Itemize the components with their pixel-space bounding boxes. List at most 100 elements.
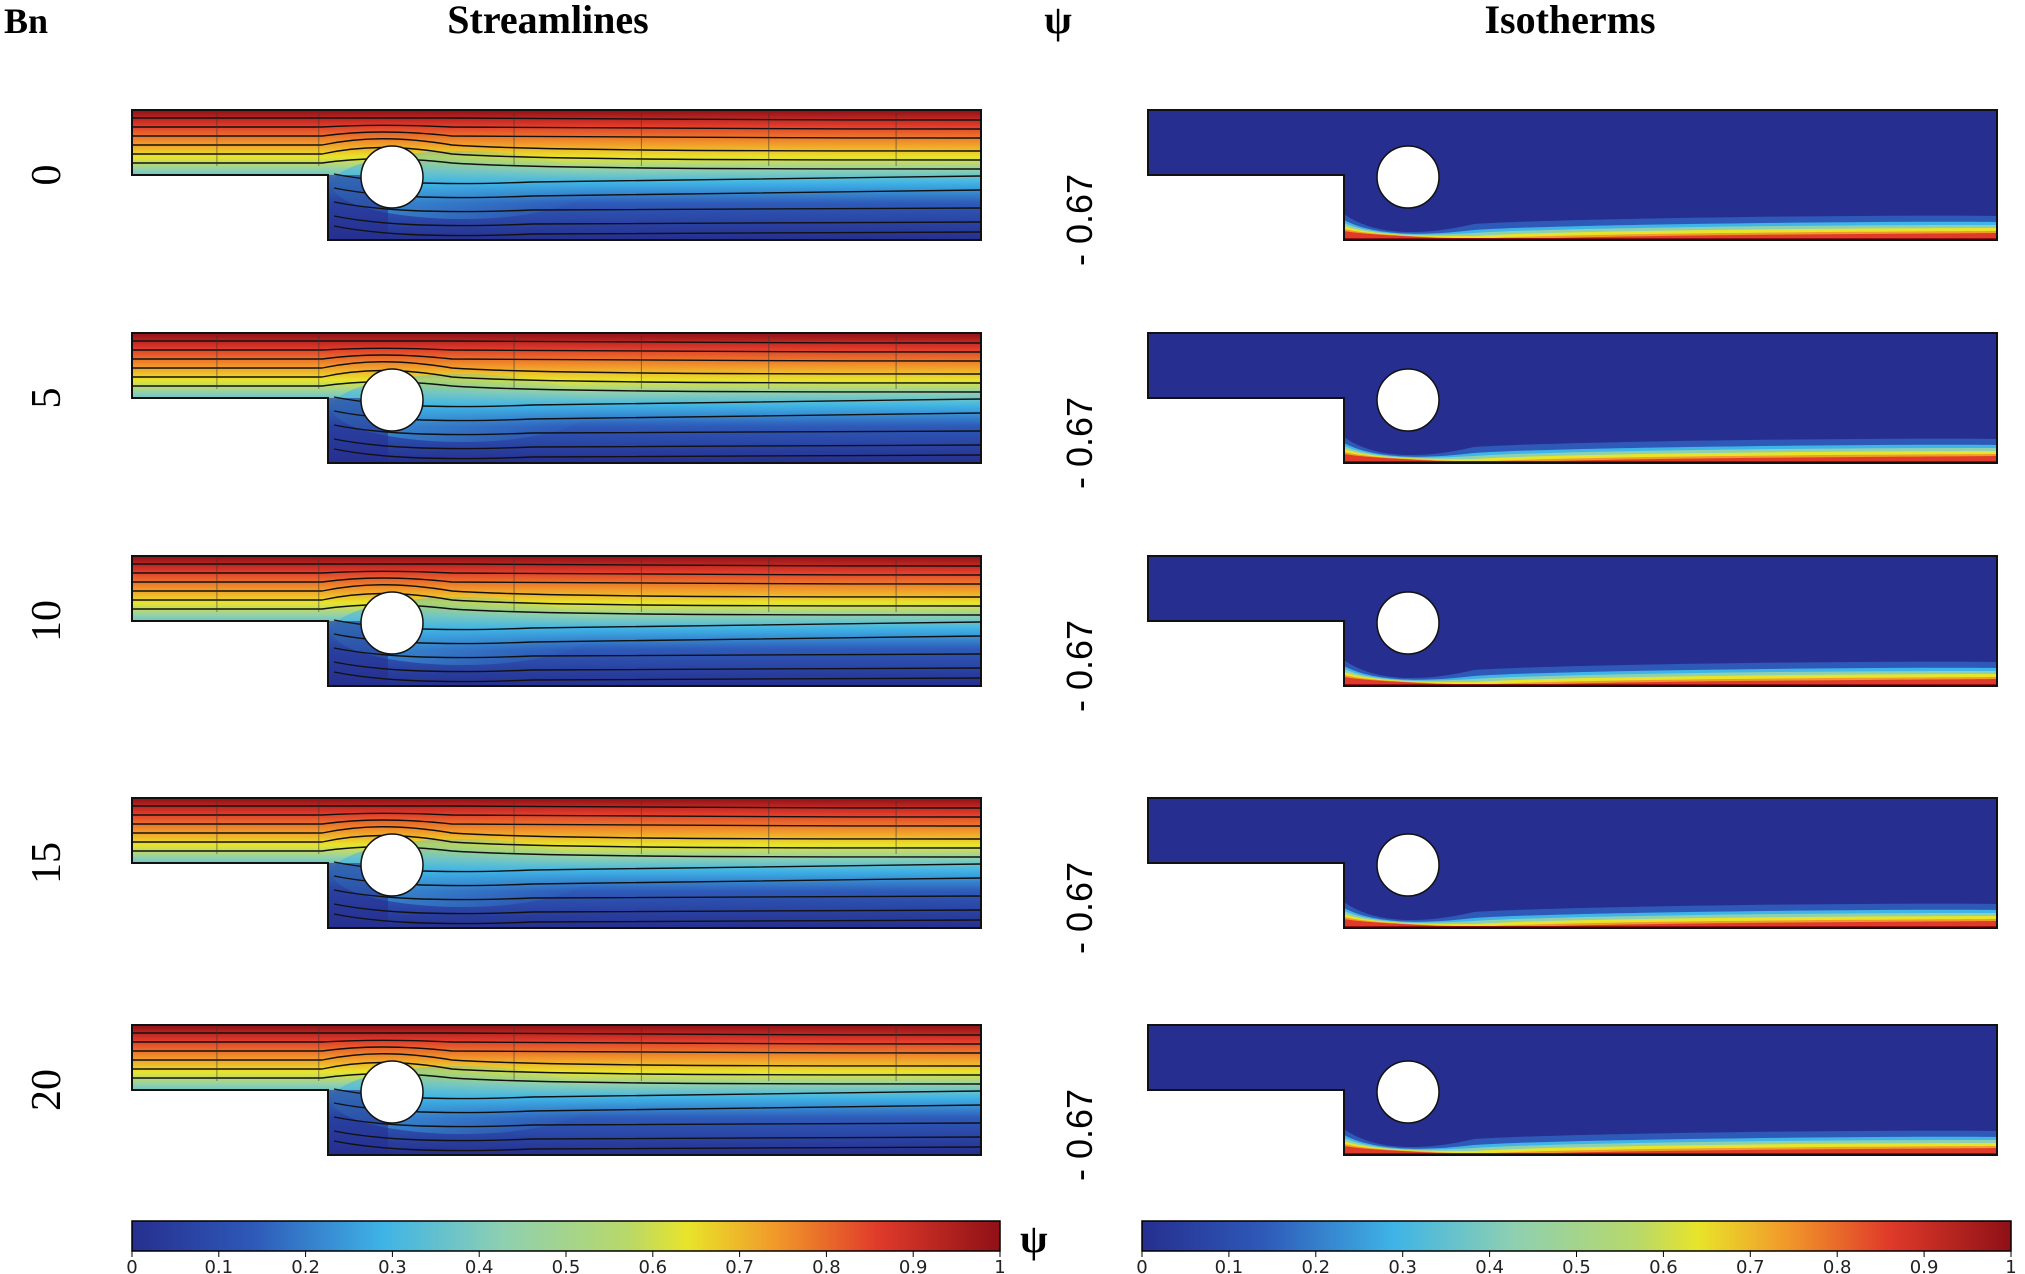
isotherm-panel bbox=[1147, 797, 1998, 929]
streamline-panel bbox=[131, 1024, 982, 1156]
streamline bbox=[132, 570, 981, 576]
cylinder bbox=[1376, 1060, 1440, 1124]
colorbar-tick-label: 0.2 bbox=[291, 1257, 320, 1274]
streamline bbox=[132, 117, 981, 121]
bn-label: 20 bbox=[24, 1069, 70, 1111]
colorbar-tick-label: 0.1 bbox=[204, 1257, 233, 1274]
colorbar-tick-label: 0.6 bbox=[638, 1257, 667, 1274]
streamlines-colorbar-gradient bbox=[131, 1220, 1001, 1252]
isotherms-colorbar: 0 0.1 0.2 0.3 0.4 0.5 0.6 0.7 0.8 0.9 1 bbox=[1136, 1220, 2017, 1274]
streamline bbox=[132, 563, 981, 567]
streamline bbox=[132, 124, 981, 130]
colorbar-tick-label: 1 bbox=[994, 1257, 1005, 1274]
bn-header: Bn bbox=[4, 1, 48, 41]
cylinder bbox=[360, 368, 424, 432]
colorbar-tick-label: 0.7 bbox=[725, 1257, 754, 1274]
streamline bbox=[333, 215, 981, 227]
channel-outline bbox=[1147, 797, 1998, 929]
streamline bbox=[333, 633, 981, 645]
streamline bbox=[132, 1061, 981, 1076]
cylinder bbox=[1376, 591, 1440, 655]
streamline bbox=[132, 1039, 981, 1045]
streamline bbox=[132, 592, 981, 607]
colorbar-tick-label: 0.3 bbox=[378, 1257, 407, 1274]
streamline bbox=[132, 361, 981, 375]
streamline-panel bbox=[131, 797, 982, 929]
isotherm-panel bbox=[1147, 332, 1998, 464]
row-bn-20: 20 - 0.67 bbox=[24, 1024, 1998, 1181]
psi-header: ψ bbox=[1044, 0, 1072, 42]
streamline bbox=[132, 1032, 981, 1036]
colorbar-tick-label: 0.1 bbox=[1215, 1257, 1244, 1274]
colorbar-tick-label: 0 bbox=[126, 1257, 137, 1274]
streamlines-header: Streamlines bbox=[447, 0, 648, 42]
colorbar-tick-label: 0.9 bbox=[1910, 1257, 1939, 1274]
bn-label: 0 bbox=[24, 165, 70, 186]
streamline bbox=[132, 812, 981, 818]
row-bn-15: 15 - 0.67 bbox=[24, 797, 1998, 954]
colorbar-tick-label: 0.3 bbox=[1388, 1257, 1417, 1274]
colorbar-tick-label: 0.5 bbox=[1562, 1257, 1591, 1274]
cylinder bbox=[1376, 145, 1440, 209]
streamline bbox=[132, 577, 981, 585]
channel-outline bbox=[1147, 332, 1998, 464]
channel-outline bbox=[131, 109, 982, 241]
streamline bbox=[132, 1046, 981, 1054]
colorbar-tick-label: 0.4 bbox=[1475, 1257, 1504, 1274]
cylinder bbox=[360, 833, 424, 897]
streamline bbox=[333, 187, 981, 199]
channel-outline bbox=[131, 332, 982, 464]
streamline-panel bbox=[131, 332, 982, 464]
streamline bbox=[132, 340, 981, 344]
row-bn-0: 0 - 0.67 bbox=[24, 109, 1998, 266]
streamline bbox=[132, 138, 981, 152]
streamline bbox=[333, 913, 981, 925]
row-bn-10: 10 - 0.67 bbox=[24, 555, 1998, 712]
psi-value: - 0.67 bbox=[1059, 1089, 1100, 1181]
colorbar-tick-label: 0.6 bbox=[1649, 1257, 1678, 1274]
streamline bbox=[333, 410, 981, 422]
colorbar-tick-label: 0.8 bbox=[812, 1257, 841, 1274]
bn-label: 15 bbox=[24, 842, 70, 884]
streamline bbox=[333, 875, 981, 887]
streamline bbox=[132, 826, 981, 840]
colorbar-tick-label: 0.8 bbox=[1823, 1257, 1852, 1274]
psi-value: - 0.67 bbox=[1059, 620, 1100, 712]
streamline bbox=[333, 438, 981, 450]
streamline bbox=[333, 1116, 981, 1128]
channel-outline bbox=[131, 555, 982, 687]
streamline bbox=[132, 805, 981, 809]
cylinder bbox=[360, 1060, 424, 1124]
psi-value: - 0.67 bbox=[1059, 862, 1100, 954]
streamline bbox=[333, 661, 981, 673]
streamline bbox=[333, 1140, 981, 1152]
streamline bbox=[333, 903, 981, 915]
colorbar-tick-label: 0.5 bbox=[552, 1257, 581, 1274]
row-bn-5: 5 - 0.67 bbox=[24, 332, 1998, 489]
colorbar-tick-label: 0.2 bbox=[1301, 1257, 1330, 1274]
streamline bbox=[132, 354, 981, 362]
streamline bbox=[333, 889, 981, 901]
streamline bbox=[132, 146, 981, 161]
streamline bbox=[333, 201, 981, 213]
streamline-panel bbox=[131, 555, 982, 687]
colorbar-tick-label: 1 bbox=[2005, 1257, 2016, 1274]
channel-outline bbox=[1147, 555, 1998, 687]
streamline bbox=[333, 448, 981, 460]
channel-outline bbox=[131, 797, 982, 929]
colorbar-tick-label: 0.9 bbox=[899, 1257, 928, 1274]
isotherms-colorbar-gradient bbox=[1141, 1220, 2012, 1252]
streamline bbox=[333, 647, 981, 659]
streamline bbox=[132, 834, 981, 849]
streamline bbox=[333, 424, 981, 436]
bn-label: 5 bbox=[24, 388, 70, 409]
colorbar-tick-label: 0 bbox=[1136, 1257, 1147, 1274]
channel-outline bbox=[1147, 1024, 1998, 1156]
streamline bbox=[132, 347, 981, 353]
psi-value: - 0.67 bbox=[1059, 397, 1100, 489]
colorbar-tick-label: 0.7 bbox=[1736, 1257, 1765, 1274]
streamline bbox=[333, 1130, 981, 1142]
cylinder bbox=[1376, 368, 1440, 432]
streamline bbox=[132, 131, 981, 139]
